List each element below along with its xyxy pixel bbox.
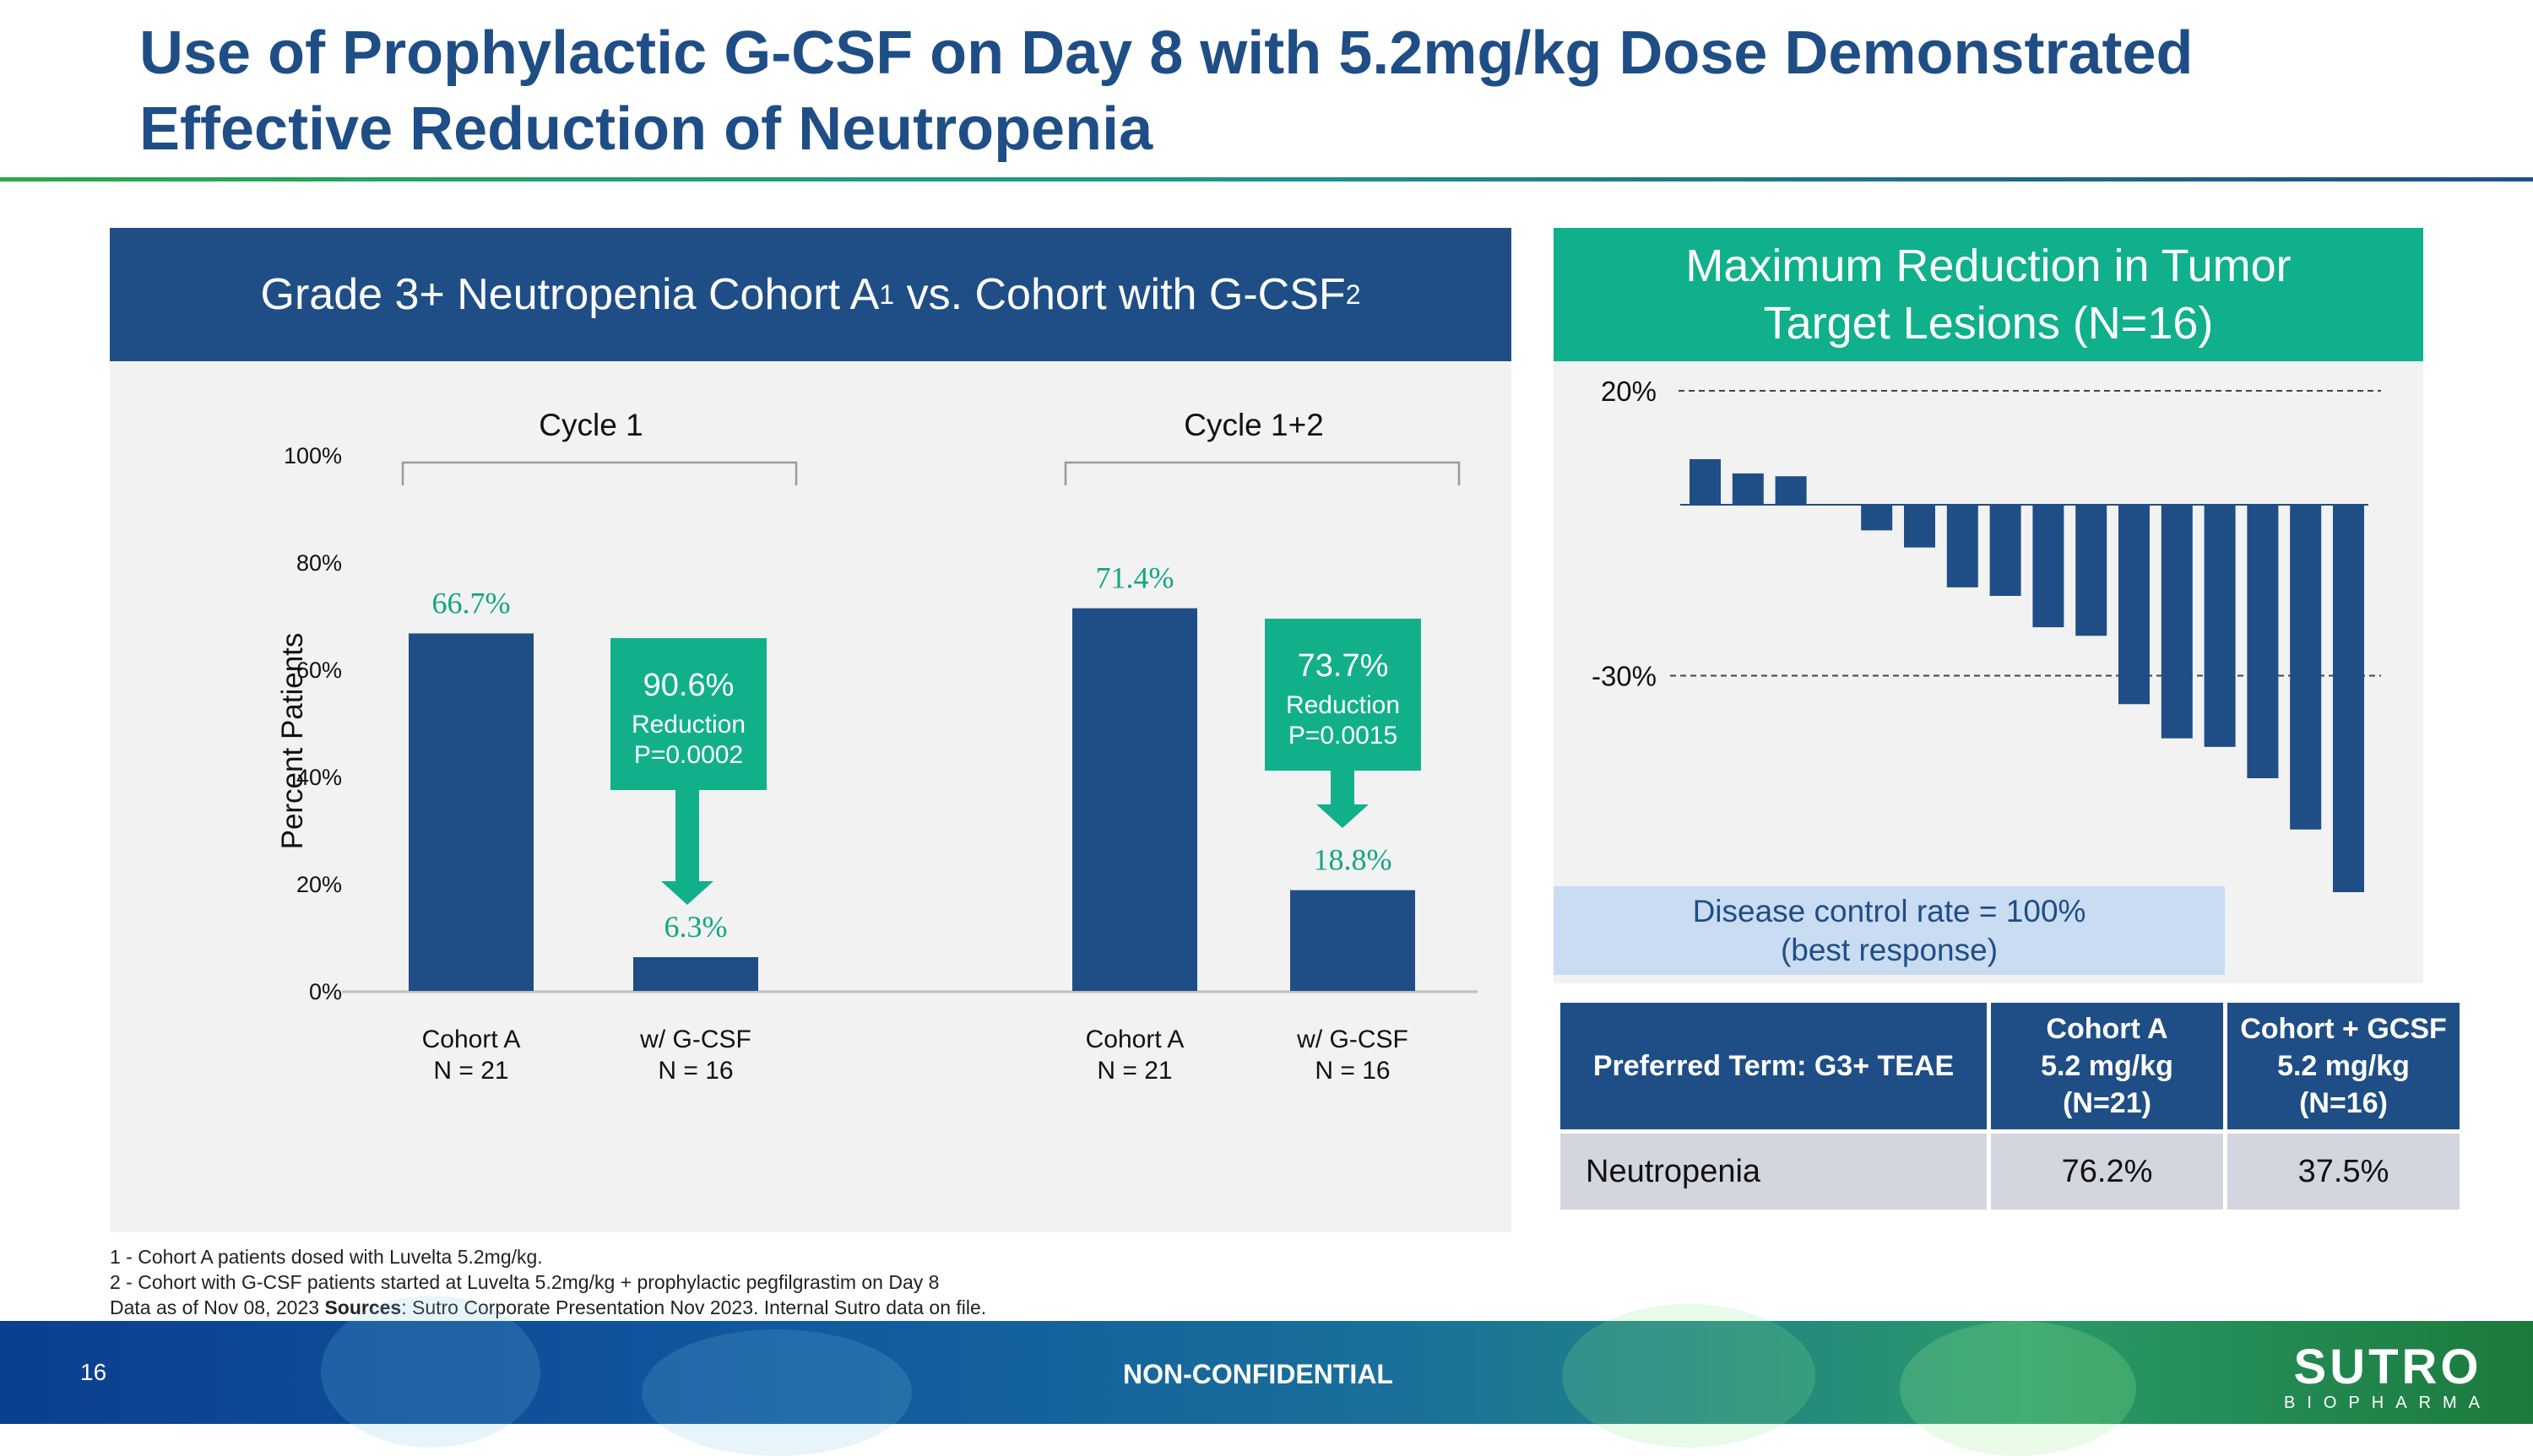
reduction-callout [1265,619,1421,771]
reference-line-label: -30% [1592,661,1657,692]
waterfall-bar [2161,505,2193,739]
category-label: w/ G-CSF [639,1026,751,1053]
category-label: Cohort A [1086,1026,1185,1053]
table-cell-cohort-a: 76.2% [1991,1134,2223,1210]
page-number: 16 [80,1359,107,1385]
waterfall-bar [2290,505,2322,830]
teae-table: Preferred Term: G3+ TEAE Cohort A 5.2 mg/… [1556,999,2464,1214]
waterfall-bar [1946,505,1978,587]
bar [1072,608,1197,991]
table-row: Neutropenia 76.2% 37.5% [1560,1134,2460,1210]
category-label: w/ G-CSF [1296,1026,1408,1053]
y-tick-label: 100% [284,443,342,468]
tumor-header-line2: Target Lesions (N=16) [1763,298,2214,349]
waterfall-bar [1904,505,1935,548]
waterfall-bar [1690,459,1721,505]
sutro-logo: SUTRO BIOPHARMA [2284,1342,2492,1413]
logo-main-text: SUTRO [2293,1340,2482,1394]
table-cell-cohort-gcsf: 37.5% [2227,1134,2460,1210]
header-text-a: Grade 3+ Neutropenia Cohort A [260,270,880,319]
bar-data-label: 18.8% [1314,843,1392,877]
waterfall-bar [2032,505,2064,628]
group-label: Cycle 1 [539,408,643,442]
header-cell-cohort-a: Cohort A 5.2 mg/kg (N=21) [1991,1003,2223,1129]
bar [633,956,758,991]
disease-control-rate-box: Disease control rate = 100% (best respon… [1554,886,2225,975]
group-bracket [1064,461,1461,485]
y-tick-label: 20% [296,872,342,897]
group-label: Cycle 1+2 [1184,408,1324,442]
down-arrow-icon [1316,771,1369,828]
waterfall-bar [2118,505,2150,705]
footer-bar [0,1296,2533,1456]
reduction-text: Reduction [1286,691,1400,719]
category-n-label: N = 21 [433,1057,508,1085]
y-tick-label: 80% [296,550,342,576]
bar [409,633,534,991]
table-header-row: Preferred Term: G3+ TEAE Cohort A 5.2 mg/… [1560,1003,2460,1129]
category-n-label: N = 16 [1315,1057,1390,1085]
footnote-2: 2 - Cohort with G-CSF patients started a… [110,1271,940,1293]
category-n-label: N = 16 [658,1057,733,1085]
bar-data-label: 66.7% [432,586,511,620]
waterfall-bar [2333,505,2364,892]
waterfall-bar [1989,505,2021,596]
y-tick-label: 60% [296,658,342,683]
reference-line-label: 20% [1601,376,1657,407]
waterfall-bar [1775,476,1807,505]
reduction-percent: 73.7% [1298,648,1389,684]
reduction-p-value: P=0.0002 [634,741,743,769]
classification-label: NON-CONFIDENTIAL [1123,1359,1393,1389]
reduction-text: Reduction [632,711,746,739]
table-cell-term: Neutropenia [1560,1134,1987,1210]
dcr-line1: Disease control rate = 100% [1692,893,2086,928]
slide-title: Use of Prophylactic G-CSF on Day 8 with … [139,19,2194,163]
category-label: Cohort A [422,1026,521,1053]
footnote-3: Data as of Nov 08, 2023 Sources: Sutro C… [110,1296,987,1318]
header-text-b: vs. Cohort with G-CSF [894,270,1346,319]
reduction-p-value: P=0.0015 [1288,722,1397,750]
footnote-1: 1 - Cohort A patients dosed with Luvelta… [110,1246,543,1268]
y-tick-label: 40% [296,765,342,790]
group-bracket [401,461,798,485]
header-cell-cohort-gcsf: Cohort + GCSF 5.2 mg/kg (N=16) [2227,1003,2460,1129]
logo-sub-text: BIOPHARMA [2284,1394,2492,1412]
footnotes: 1 - Cohort A patients dosed with Luvelta… [110,1244,1545,1320]
waterfall-bar [2247,505,2279,778]
down-arrow-icon [661,790,713,905]
tumor-reduction-header: Maximum Reduction in Tumor Target Lesion… [1554,228,2423,361]
waterfall-bar [1732,473,1764,505]
bar-data-label: 71.4% [1096,561,1174,595]
y-axis-label: Percent Patients [276,633,309,850]
dcr-line2: (best response) [1780,932,1999,967]
category-n-label: N = 21 [1097,1057,1172,1085]
reduction-percent: 90.6% [643,668,735,703]
reduction-callout [610,638,767,790]
waterfall-bar [2204,505,2236,747]
neutropenia-bar-chart: 0% 20% 40% 60% 80% 100% Percent Patients Cycle … [276,408,1478,1085]
bar-data-label: 6.3% [664,910,728,944]
waterfall-bar [1861,505,1893,531]
bar [1290,890,1415,991]
y-tick-label: 0% [309,979,342,1004]
tumor-header-line1: Maximum Reduction in Tumor [1685,241,2292,291]
header-cell-term: Preferred Term: G3+ TEAE [1560,1003,1987,1129]
title-divider [0,177,2533,181]
waterfall-bar [2075,505,2107,636]
waterfall-chart: 20% -30% [1592,376,2381,892]
